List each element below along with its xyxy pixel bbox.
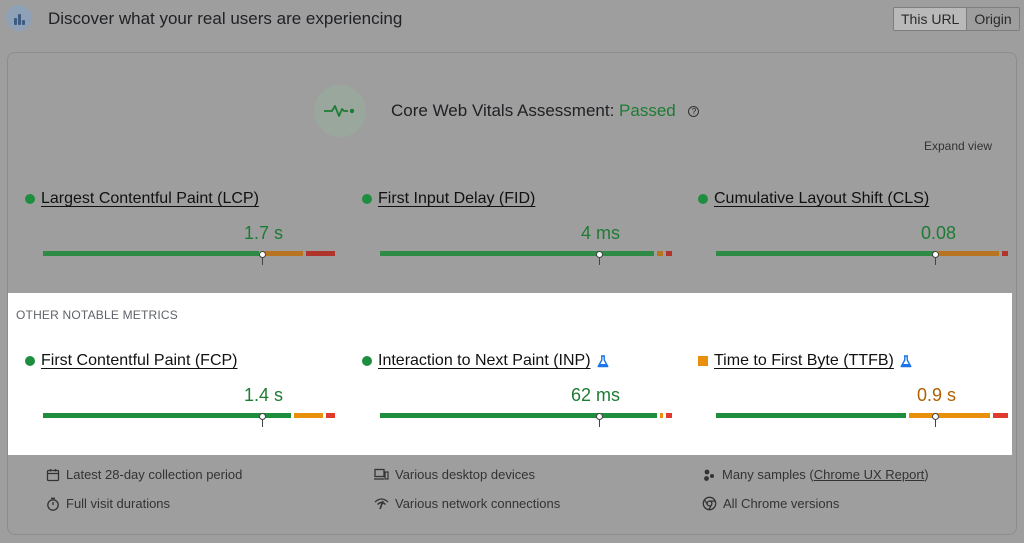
section-title: OTHER NOTABLE METRICS	[16, 308, 178, 322]
bar-segment-poor	[326, 413, 335, 418]
bar-segment-good	[716, 413, 906, 418]
chrome-versions-text: All Chrome versions	[723, 496, 840, 511]
metric-fcp: First Contentful Paint (FCP) 1.4 s	[25, 351, 345, 427]
chrome-ux-report-link[interactable]: Chrome UX Report	[813, 467, 925, 482]
samples-info: Many samples (Chrome UX Report)	[702, 467, 929, 482]
percentile-marker	[259, 251, 266, 265]
good-indicator	[25, 194, 35, 204]
metric-value: 0.08	[920, 223, 956, 243]
good-indicator	[25, 356, 35, 366]
tab-this-url[interactable]: This URL	[894, 8, 968, 30]
percentile-marker	[932, 413, 939, 427]
bar-segment-needs-improvement	[937, 251, 1000, 256]
percentile-marker	[596, 251, 603, 265]
bar-segment-good	[43, 413, 292, 418]
devices-info: Various desktop devices	[374, 467, 535, 482]
bar-segment-poor	[993, 413, 1008, 418]
timer-icon	[47, 497, 59, 511]
good-indicator	[362, 194, 372, 204]
bar-segment-poor	[305, 251, 335, 256]
bar-segment-poor	[666, 251, 672, 256]
bar-segment-needs-improvement	[660, 413, 664, 418]
assessment-label: Core Web Vitals Assessment:	[391, 101, 615, 120]
metric-lcp: Largest Contentful Paint (LCP) 1.7 s	[25, 189, 345, 265]
metric-name-link[interactable]: Time to First Byte (TTFB)	[714, 352, 894, 369]
calendar-icon	[46, 468, 60, 481]
pagespeed-logo-icon	[6, 5, 32, 31]
tab-origin[interactable]: Origin	[974, 11, 1012, 27]
flask-icon	[900, 354, 912, 367]
bar-segment-good	[716, 251, 935, 256]
expand-view-link[interactable]: Expand view	[924, 139, 993, 153]
metric-value: 1.7 s	[243, 223, 283, 243]
help-icon[interactable]: ?	[688, 106, 700, 117]
metric-name-link[interactable]: Cumulative Layout Shift (CLS)	[714, 190, 930, 207]
metric-inp: Interaction to Next Paint (INP) 62 ms	[362, 351, 682, 427]
needs-improvement-indicator	[698, 356, 708, 366]
metric-cls: Cumulative Layout Shift (CLS) 0.08	[698, 189, 1018, 265]
samples-text: Many samples (	[722, 467, 814, 482]
bar-segment-good	[380, 413, 658, 418]
distribution-bar	[716, 251, 1008, 265]
metric-name-link[interactable]: First Contentful Paint (FCP)	[41, 352, 238, 369]
devices-text: Various desktop devices	[395, 467, 535, 482]
percentile-marker	[259, 413, 266, 427]
bar-segment-good	[43, 251, 259, 256]
bar-segment-needs-improvement	[657, 251, 664, 256]
metric-name-link[interactable]: First Input Delay (FID)	[378, 190, 536, 207]
distribution-bar	[43, 251, 335, 265]
metric-name-link[interactable]: Largest Contentful Paint (LCP)	[41, 190, 259, 207]
good-indicator	[698, 194, 708, 204]
network-info: Various network connections	[374, 496, 560, 511]
samples-suffix: )	[924, 467, 929, 482]
metric-name-link[interactable]: Interaction to Next Paint (INP)	[378, 352, 591, 369]
distribution-bar	[380, 251, 672, 265]
collection-period-info: Latest 28-day collection period	[46, 467, 242, 482]
metric-value: 62 ms	[570, 385, 620, 405]
bar-segment-needs-improvement	[262, 251, 303, 256]
metric-value: 1.4 s	[243, 385, 283, 405]
field-data-panel	[7, 52, 1017, 535]
distribution-bar	[716, 413, 1008, 427]
url-origin-toggle[interactable]: This URL Origin	[893, 7, 1020, 31]
page-header: Discover what your real users are experi…	[0, 0, 1024, 38]
other-notable-metrics: OTHER NOTABLE METRICS	[8, 293, 1012, 455]
chrome-icon	[702, 496, 717, 511]
collection-period-text: Latest 28-day collection period	[66, 467, 243, 482]
bar-segment-poor	[1002, 251, 1008, 256]
metric-value: 0.9 s	[916, 385, 956, 405]
cwv-assessment: Core Web Vitals Assessment: Passed ?	[314, 85, 700, 137]
percentile-marker	[596, 413, 603, 427]
chrome-versions-info: All Chrome versions	[702, 496, 839, 511]
assessment-status: Passed	[619, 101, 676, 120]
bar-segment-poor	[666, 413, 672, 418]
flask-icon	[597, 354, 609, 367]
distribution-bar	[380, 413, 672, 427]
metric-value: 4 ms	[580, 223, 620, 243]
network-icon	[374, 498, 389, 510]
bar-segment-needs-improvement	[908, 413, 991, 418]
percentile-marker	[932, 251, 939, 265]
heartbeat-icon	[314, 85, 366, 137]
metric-fid: First Input Delay (FID) 4 ms	[362, 189, 682, 265]
assessment-text: Core Web Vitals Assessment: Passed ?	[391, 101, 700, 121]
bar-segment-needs-improvement	[294, 413, 324, 418]
bar-segment-good	[380, 251, 655, 256]
page-title: Discover what your real users are experi…	[48, 9, 403, 28]
good-indicator	[362, 356, 372, 366]
visit-durations-info: Full visit durations	[46, 496, 170, 511]
network-text: Various network connections	[395, 496, 561, 511]
distribution-bar	[43, 413, 335, 427]
metric-ttfb: Time to First Byte (TTFB) 0.9 s	[698, 351, 1018, 427]
samples-icon	[704, 469, 714, 481]
visit-durations-text: Full visit durations	[66, 496, 171, 511]
devices-icon	[374, 468, 389, 480]
